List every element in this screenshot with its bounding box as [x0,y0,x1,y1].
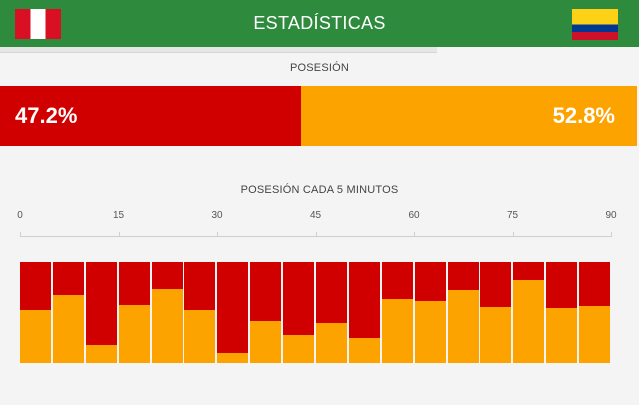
axis-tick-mark [217,232,218,237]
interval-column [283,262,314,363]
home-interval-bar [119,262,150,306]
axis-tick-mark [119,232,120,237]
flag-peru-icon [15,9,61,39]
axis-tick-label: 0 [17,210,23,221]
interval-column [53,262,84,363]
interval-column [152,262,183,363]
home-possession-value: 47.2% [15,103,78,128]
axis-tick-label: 60 [408,210,420,221]
axis-tick-mark [414,232,415,237]
home-interval-bar [20,262,51,311]
away-interval-bar [250,320,281,363]
home-interval-bar [382,262,413,300]
away-interval-bar [86,344,117,363]
axis-line [20,236,611,237]
interval-column [513,262,544,363]
home-interval-bar [448,262,479,291]
interval-column [250,262,281,363]
interval-column [20,262,51,363]
away-interval-bar [415,301,446,363]
away-interval-bar [579,306,610,363]
interval-column [448,262,479,363]
interval-column [86,262,117,363]
possession-bar: 47.2% 52.8% [0,86,637,146]
header-divider [0,47,437,53]
interval-column [217,262,248,363]
axis-tick-label: 45 [309,210,322,221]
away-possession-value: 52.8% [552,103,615,128]
page-title: ESTADÍSTICAS [253,13,386,33]
home-interval-bar [480,262,511,308]
home-interval-bar [152,262,183,290]
away-interval-bar [546,308,577,363]
interval-column [184,262,215,363]
away-possession-segment: 52.8% [301,86,637,146]
stats-header: ESTADÍSTICAS [0,0,639,47]
axis-tick-mark [611,232,612,237]
home-interval-bar [53,262,84,296]
interval-column [546,262,577,363]
interval-column [579,262,610,363]
away-interval-bar [20,310,51,363]
interval-column [382,262,413,363]
axis-tick-mark [20,232,21,237]
axis-tick-label: 15 [112,210,125,221]
possession-label: POSESIÓN [289,62,350,74]
home-interval-bar [316,262,347,323]
home-interval-bar [250,262,281,321]
interval-column [349,262,380,363]
away-interval-bar [513,280,544,363]
axis-tick-label: 30 [211,210,223,221]
axis-tick-label: 75 [506,210,519,221]
time-axis: 0 15 30 45 60 75 90 [0,210,639,242]
interval-column [480,262,511,363]
axis-tick-mark [316,232,317,237]
home-interval-bar [513,262,544,281]
interval-column [415,262,446,363]
away-interval-bar [53,295,84,363]
home-interval-bar [184,262,215,311]
axis-tick-label: 90 [605,210,617,221]
away-interval-bar [119,305,150,363]
axis-tick-mark [513,232,514,237]
away-interval-bar [152,289,183,363]
home-interval-bar [579,262,610,307]
interval-column [119,262,150,363]
home-interval-bar [546,262,577,309]
home-interval-bar [349,262,380,338]
away-interval-bar [283,334,314,363]
home-interval-bar [415,262,446,302]
away-interval-bar [480,307,511,363]
home-possession-segment: 47.2% [0,86,301,146]
home-interval-bar [283,262,314,335]
flag-colombia-icon [572,9,618,40]
interval-column [316,262,347,363]
away-interval-bar [316,322,347,363]
away-interval-bar [184,310,215,363]
interval-possession-chart [20,262,612,363]
away-interval-bar [382,299,413,363]
away-interval-bar [349,337,380,363]
home-interval-bar [86,262,117,345]
interval-chart-title: POSESIÓN CADA 5 MINUTOS [240,184,399,196]
away-interval-bar [217,352,248,363]
home-interval-bar [217,262,248,353]
away-interval-bar [448,290,479,363]
